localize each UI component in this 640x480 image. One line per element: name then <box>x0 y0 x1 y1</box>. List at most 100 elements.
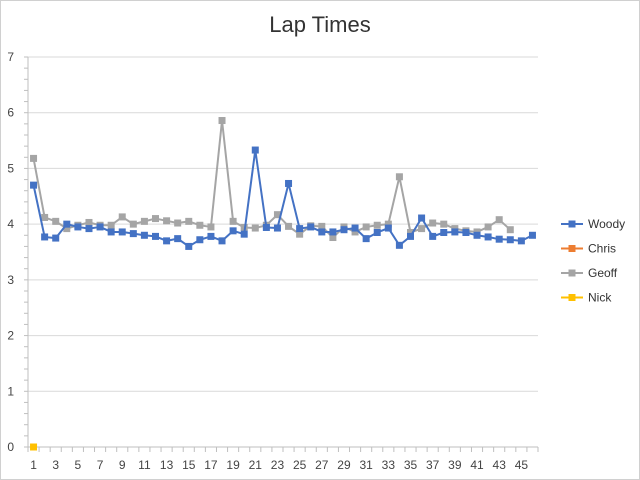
data-point-geoff <box>63 225 71 233</box>
data-point-woody <box>251 146 259 154</box>
legend-marker-woody <box>568 220 576 228</box>
data-point-geoff <box>384 220 392 228</box>
data-point-woody <box>96 223 104 231</box>
data-point-woody <box>296 225 304 233</box>
data-point-geoff <box>506 226 514 234</box>
data-point-geoff <box>484 223 492 231</box>
data-point-woody <box>517 237 525 245</box>
series-woody <box>30 146 536 250</box>
y-tick-label: 2 <box>7 329 14 343</box>
data-point-geoff <box>41 213 49 221</box>
y-tick-label: 6 <box>7 106 14 120</box>
data-point-woody <box>174 235 182 243</box>
legend-item-chris: Chris <box>561 242 616 256</box>
data-point-woody <box>307 223 315 231</box>
data-point-woody <box>484 233 492 241</box>
y-tick-label: 1 <box>7 384 14 398</box>
x-tick-label: 33 <box>382 458 396 472</box>
data-point-woody <box>152 232 159 240</box>
x-tick-label: 5 <box>75 458 82 472</box>
data-point-geoff <box>52 217 60 225</box>
data-point-geoff <box>495 216 503 224</box>
data-point-woody <box>129 230 137 238</box>
data-point-woody <box>30 181 38 189</box>
x-tick-label: 17 <box>204 458 218 472</box>
series-nick <box>30 443 38 451</box>
data-point-woody <box>329 228 337 236</box>
x-tick-label: 41 <box>470 458 484 472</box>
gridlines <box>28 56 538 392</box>
data-point-woody <box>506 236 514 244</box>
x-tick-label: 21 <box>249 458 263 472</box>
legend-label-woody: Woody <box>588 217 625 231</box>
legend-label-geoff: Geoff <box>588 266 618 280</box>
data-point-geoff <box>163 217 171 225</box>
data-point-woody <box>418 214 426 222</box>
x-tick-label: 39 <box>448 458 462 472</box>
data-point-woody <box>63 220 71 228</box>
data-point-nick <box>30 443 38 451</box>
data-point-woody <box>240 230 248 238</box>
data-point-geoff <box>318 222 326 230</box>
data-point-geoff <box>285 222 293 230</box>
x-tick-label: 11 <box>138 458 151 472</box>
x-tick-label: 19 <box>226 458 240 472</box>
data-point-woody <box>140 231 148 239</box>
x-tick-label: 45 <box>515 458 529 472</box>
data-point-woody <box>163 237 171 245</box>
legend-label-nick: Nick <box>588 291 612 305</box>
y-tick-label: 3 <box>7 273 14 287</box>
data-point-geoff <box>207 223 215 231</box>
data-point-woody <box>218 237 226 245</box>
data-point-geoff <box>218 117 226 125</box>
data-point-woody <box>528 231 536 239</box>
data-point-woody <box>52 234 60 242</box>
data-point-geoff <box>118 213 126 221</box>
x-tick-label: 1 <box>30 458 37 472</box>
data-point-woody <box>395 241 403 249</box>
data-point-geoff <box>185 217 193 225</box>
data-point-woody <box>407 232 414 240</box>
legend-item-woody: Woody <box>561 217 625 231</box>
x-tick-label: 29 <box>337 458 351 472</box>
data-point-woody <box>429 232 437 240</box>
data-point-geoff <box>351 228 359 236</box>
x-tick-label: 43 <box>493 458 507 472</box>
x-tick-label: 27 <box>315 458 329 472</box>
data-point-woody <box>318 228 326 236</box>
y-tick-label: 0 <box>7 440 14 454</box>
data-point-geoff <box>196 221 204 229</box>
data-point-geoff <box>407 229 414 236</box>
x-tick-label: 23 <box>271 458 285 472</box>
x-tick-label: 13 <box>160 458 174 472</box>
data-point-geoff <box>85 218 93 226</box>
x-tick-label: 31 <box>359 458 373 472</box>
data-point-woody <box>196 236 204 244</box>
data-point-woody <box>185 242 193 250</box>
data-point-geoff <box>174 219 182 227</box>
x-tick-label: 9 <box>119 458 126 472</box>
data-point-geoff <box>273 211 281 219</box>
data-point-woody <box>440 229 448 236</box>
data-point-geoff <box>329 234 337 242</box>
data-point-geoff <box>440 220 448 228</box>
data-point-woody <box>462 229 470 236</box>
x-tick-label: 25 <box>293 458 307 472</box>
data-point-geoff <box>129 220 137 228</box>
data-point-woody <box>384 224 392 232</box>
data-point-woody <box>107 228 115 236</box>
series-line-geoff <box>32 119 511 239</box>
data-point-woody <box>362 235 370 243</box>
data-point-geoff <box>429 219 437 227</box>
y-tick-label: 7 <box>7 50 14 64</box>
data-point-woody <box>285 179 293 187</box>
data-point-woody <box>373 229 381 236</box>
data-point-woody <box>495 235 503 243</box>
data-point-geoff <box>296 230 304 238</box>
data-point-woody <box>207 232 215 240</box>
legend: Woody Chris Geoff Nick <box>561 217 625 305</box>
chart-title: Lap Times <box>269 12 371 37</box>
data-point-geoff <box>107 221 115 229</box>
legend-marker-chris <box>568 245 576 252</box>
data-point-geoff <box>373 221 381 229</box>
